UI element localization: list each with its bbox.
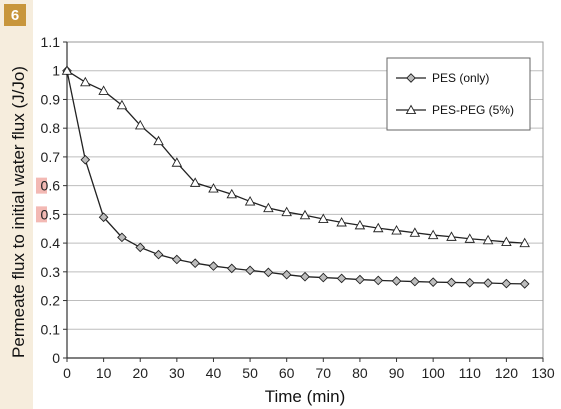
x-tick-label: 20: [132, 365, 148, 381]
x-tick-label: 30: [169, 365, 185, 381]
data-point: [116, 99, 128, 110]
data-point: [336, 216, 347, 227]
y-tick-label: 0.4: [41, 235, 61, 251]
x-tick-label: 110: [459, 365, 482, 381]
y-tick-label: 0.8: [41, 120, 61, 136]
y-tick-label: 0.5: [41, 206, 61, 222]
x-tick-label: 100: [421, 365, 445, 381]
y-tick-label: 0.2: [41, 293, 61, 309]
data-point: [244, 196, 256, 206]
legend-marker: [405, 104, 417, 115]
series-1: [61, 65, 530, 248]
data-point: [446, 277, 457, 288]
data-point: [226, 263, 237, 274]
data-point: [501, 236, 512, 246]
y-tick-label: 1: [52, 63, 60, 79]
data-point: [318, 213, 329, 224]
y-tick-highlight: [36, 177, 47, 194]
data-point: [171, 157, 183, 167]
data-point: [263, 267, 274, 278]
data-point: [409, 227, 421, 237]
data-point: [80, 76, 91, 87]
x-tick-label: 0: [63, 365, 71, 381]
data-point: [427, 229, 439, 240]
data-point: [299, 209, 311, 220]
data-point: [135, 242, 146, 253]
data-point: [153, 135, 164, 146]
data-point: [501, 278, 512, 289]
series-layer: [61, 65, 530, 289]
x-tick-label: 60: [279, 365, 295, 381]
y-tick-label: 0.3: [41, 264, 61, 280]
data-point: [134, 119, 146, 130]
x-tick-label: 90: [389, 365, 405, 381]
data-point: [410, 276, 420, 287]
data-point: [98, 85, 109, 95]
data-point: [263, 202, 274, 213]
data-point: [428, 277, 438, 287]
legend-marker: [406, 73, 416, 83]
data-point: [300, 271, 310, 282]
data-point: [354, 219, 366, 230]
data-point: [355, 274, 365, 285]
data-point: [391, 276, 402, 286]
data-point: [245, 265, 255, 276]
data-point: [464, 277, 475, 288]
left-strip: [0, 0, 33, 409]
data-point: [336, 273, 347, 284]
data-point: [318, 272, 329, 283]
data-point: [190, 258, 200, 269]
legend-label: PES (only): [432, 71, 489, 85]
y-tick-label: 0.1: [41, 321, 61, 337]
data-point: [208, 183, 219, 193]
x-tick-label: 50: [242, 365, 258, 381]
data-point: [519, 279, 530, 289]
data-point: [117, 232, 127, 243]
data-point: [208, 261, 219, 271]
data-point: [281, 206, 292, 217]
y-tick-label: 0: [52, 350, 60, 366]
data-point: [464, 233, 476, 243]
data-point: [98, 212, 109, 223]
data-point: [482, 234, 494, 245]
data-point: [153, 249, 164, 260]
y-tick-label: 0.7: [41, 149, 61, 165]
y-tick-label: 0.9: [41, 91, 61, 107]
data-point: [373, 275, 384, 286]
data-point: [372, 222, 384, 233]
x-axis-title: Time (min): [265, 387, 346, 406]
y-tick-highlight: [36, 206, 47, 223]
y-tick-label: 1.1: [41, 34, 61, 50]
x-tick-label: 70: [316, 365, 332, 381]
legend-label: PES-PEG (5%): [432, 103, 514, 117]
data-point: [281, 269, 292, 280]
data-point: [483, 278, 493, 288]
data-point: [80, 154, 91, 165]
legend-box: [386, 57, 531, 131]
data-point: [226, 188, 238, 199]
y-axis-title: Permeate flux to initial water flux (J/J…: [9, 66, 28, 358]
data-point: [391, 225, 402, 235]
x-tick-label: 130: [531, 365, 555, 381]
legend: PES (only) PES-PEG (5%): [386, 57, 531, 131]
x-tick-label: 40: [206, 365, 222, 381]
axes: 0 0.1 0.2 0.3 0.4 0.5 0.6 0.7 0.8 0.9 1 1.1 0 10 20 30 4…: [36, 34, 555, 381]
figure-number-badge: 6: [4, 4, 26, 26]
data-point: [519, 237, 530, 248]
x-tick-label: 10: [96, 365, 112, 381]
data-point: [172, 254, 182, 265]
x-tick-label: 80: [352, 365, 368, 381]
data-point: [189, 177, 201, 187]
data-point: [61, 65, 73, 75]
data-point: [446, 231, 457, 241]
x-tick-label: 120: [495, 365, 519, 381]
y-tick-label: 0.6: [41, 178, 61, 194]
series-0: [62, 65, 530, 289]
